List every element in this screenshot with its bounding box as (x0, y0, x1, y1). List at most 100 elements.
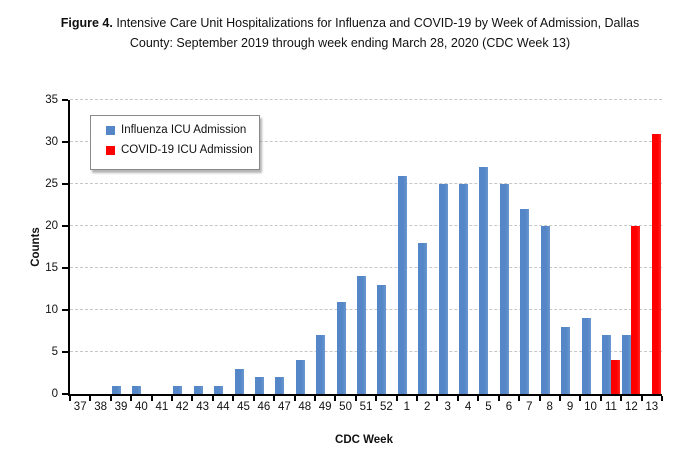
x-tick (436, 396, 439, 401)
influenza-swatch-icon (106, 125, 115, 135)
gridline (70, 225, 662, 226)
y-tick (62, 183, 68, 185)
influenza-bar-week-49 (316, 335, 326, 394)
x-tick-label-week-43: 43 (196, 401, 210, 413)
x-tick-label-week-4: 4 (464, 401, 472, 413)
x-tick (130, 396, 133, 401)
legend: Influenza ICU Admission COVID-19 ICU Admi… (90, 115, 260, 170)
x-tick-label-week-37: 37 (73, 401, 87, 413)
x-tick (171, 396, 174, 401)
x-tick-label-week-48: 48 (298, 401, 312, 413)
x-tick (313, 396, 316, 401)
gridline (70, 183, 662, 184)
x-tick-label-week-11: 11 (604, 401, 617, 413)
influenza-bar-week-46 (254, 377, 264, 394)
x-tick (620, 396, 623, 401)
x-tick-label-week-49: 49 (318, 401, 332, 413)
influenza-bar-week-6 (499, 184, 509, 394)
influenza-bar-week-48 (295, 360, 305, 394)
influenza-bar-week-2 (418, 242, 428, 394)
x-tick (497, 396, 500, 401)
influenza-bar-week-11 (601, 335, 611, 394)
x-tick (89, 396, 92, 401)
figure-title-line1-text: Intensive Care Unit Hospitalizations for… (112, 16, 640, 30)
x-tick-label-week-5: 5 (485, 401, 492, 413)
x-tick (232, 396, 235, 401)
figure-title-line2: County: September 2019 through week endi… (129, 36, 571, 50)
x-tick (640, 396, 643, 401)
influenza-bar-week-7 (520, 209, 530, 394)
x-tick (477, 396, 480, 401)
y-tick-label: 30 (45, 136, 58, 148)
influenza-bar-week-12 (622, 335, 632, 394)
y-tick (62, 225, 68, 227)
influenza-bar-week-1 (397, 175, 407, 394)
x-tick (211, 396, 214, 401)
x-tick-label-week-39: 39 (114, 401, 128, 413)
influenza-bar-week-42 (173, 385, 183, 394)
x-tick-label-week-51: 51 (359, 401, 373, 413)
x-tick (518, 396, 521, 401)
legend-label: COVID-19 ICU Admission (121, 144, 253, 156)
influenza-bar-week-45 (234, 368, 244, 394)
x-tick (109, 396, 112, 401)
x-tick (252, 396, 255, 401)
gridline (70, 309, 662, 310)
figure-number-label: Figure 4. (60, 16, 113, 30)
x-tick (69, 396, 71, 401)
influenza-bar-week-51 (357, 276, 366, 394)
legend-item-influenza: Influenza ICU Admission (106, 124, 259, 136)
x-tick-label-week-10: 10 (584, 401, 597, 413)
covid-bar-week-11 (610, 360, 620, 394)
x-tick (354, 396, 357, 401)
x-tick (558, 396, 561, 401)
x-tick (599, 396, 602, 401)
x-tick-label-week-38: 38 (94, 401, 108, 413)
x-tick-label-week-2: 2 (424, 401, 431, 413)
x-tick (150, 396, 153, 401)
influenza-bar-week-3 (438, 184, 448, 394)
influenza-bar-week-40 (132, 385, 142, 394)
x-axis-title: CDC Week (335, 434, 393, 446)
covid-swatch-icon (106, 145, 115, 155)
gridline (70, 351, 662, 352)
influenza-bar-week-9 (561, 326, 571, 394)
x-tick (538, 396, 541, 401)
x-tick (456, 396, 459, 401)
x-tick (191, 396, 194, 401)
x-tick-label-week-41: 41 (155, 401, 169, 413)
x-tick-label-week-52: 52 (380, 401, 393, 413)
gridline (70, 267, 662, 268)
y-tick (62, 267, 68, 269)
covid-bar-week-12 (631, 226, 641, 394)
influenza-bar-week-52 (377, 284, 387, 394)
x-tick-label-week-44: 44 (216, 401, 230, 413)
x-tick-label-week-7: 7 (526, 401, 533, 413)
x-tick (395, 396, 398, 401)
x-tick-label-week-3: 3 (444, 401, 451, 413)
influenza-bar-week-47 (275, 377, 285, 394)
x-tick-label-week-9: 9 (566, 401, 574, 413)
x-tick (273, 396, 276, 401)
x-tick (661, 396, 663, 401)
x-tick-label-week-8: 8 (546, 401, 553, 413)
influenza-bar-week-5 (479, 167, 489, 394)
gridline (70, 141, 662, 142)
y-axis-title: Counts (30, 227, 42, 267)
y-tick (62, 309, 68, 311)
influenza-bar-week-4 (459, 184, 469, 394)
y-tick-label: 0 (51, 388, 58, 400)
x-tick (334, 396, 337, 401)
legend-item-covid: COVID-19 ICU Admission (106, 144, 259, 156)
influenza-bar-week-8 (540, 226, 550, 394)
x-tick-label-week-50: 50 (339, 401, 352, 413)
y-tick-label: 20 (45, 220, 58, 232)
x-tick (579, 396, 582, 401)
figure-title-line1: Figure 4. Intensive Care Unit Hospitaliz… (0, 13, 700, 33)
x-tick-label-week-6: 6 (505, 401, 513, 413)
x-tick-label-week-13: 13 (645, 401, 659, 413)
covid-bar-week-13 (651, 133, 661, 394)
x-tick-label-week-40: 40 (135, 401, 148, 413)
y-tick-label: 15 (45, 262, 58, 274)
